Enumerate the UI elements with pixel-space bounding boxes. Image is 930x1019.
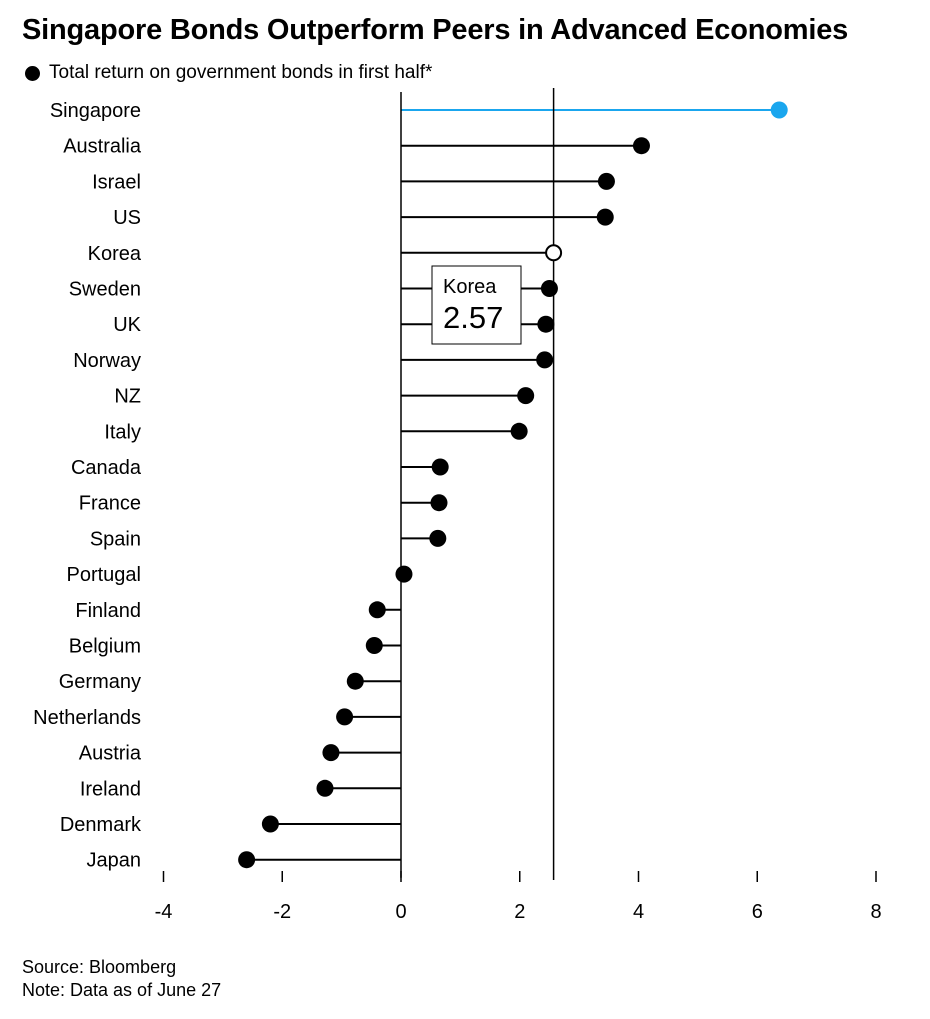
- point-france: [430, 494, 448, 512]
- category-label-norway: Norway: [73, 350, 141, 372]
- point-us: [596, 208, 614, 226]
- category-label-nz: NZ: [114, 386, 141, 408]
- chart-title: Singapore Bonds Outperform Peers in Adva…: [22, 14, 849, 46]
- reference-annotation-box: [431, 265, 522, 345]
- x-tick-label-0: 0: [395, 901, 406, 923]
- category-label-italy: Italy: [104, 421, 141, 443]
- point-portugal: [395, 565, 413, 583]
- point-uk: [537, 315, 555, 333]
- category-label-korea: Korea: [88, 243, 142, 265]
- legend-label: Total return on government bonds in firs…: [49, 62, 433, 83]
- source-text: Source: Bloomberg: [22, 957, 177, 977]
- category-label-us: US: [113, 207, 141, 229]
- point-canada: [431, 458, 449, 476]
- category-label-denmark: Denmark: [60, 814, 142, 836]
- reference-annotation-label: Korea: [443, 276, 497, 298]
- point-italy: [510, 422, 528, 440]
- category-label-japan: Japan: [87, 850, 142, 872]
- note-text: Note: Data as of June 27: [22, 980, 222, 1000]
- lollipop-chart: Singapore Australia Israel US Korea Sweden UK N…: [33, 88, 882, 923]
- x-tick-label-2: 2: [514, 901, 525, 923]
- category-label-sweden: Sweden: [69, 279, 141, 301]
- category-label-singapore: Singapore: [50, 100, 141, 122]
- point-singapore: [770, 101, 788, 119]
- point-japan: [238, 851, 256, 869]
- point-belgium: [365, 637, 383, 654]
- point-korea: [545, 244, 563, 262]
- point-australia: [632, 137, 650, 155]
- point-nz: [517, 387, 535, 405]
- category-label-ireland: Ireland: [80, 778, 141, 800]
- category-label-portugal: Portugal: [67, 564, 142, 586]
- reference-annotation-value: 2.57: [443, 300, 503, 335]
- point-sweden: [540, 280, 558, 297]
- legend: Total return on government bonds in firs…: [22, 62, 432, 84]
- category-label-belgium: Belgium: [69, 636, 141, 658]
- legend-dot-icon: [25, 65, 40, 81]
- category-label-germany: Germany: [59, 671, 141, 693]
- point-ireland: [316, 779, 334, 797]
- category-label-uk: UK: [113, 314, 141, 336]
- category-label-france: France: [79, 493, 141, 515]
- point-israel: [597, 172, 615, 190]
- point-norway: [536, 351, 554, 369]
- category-label-spain: Spain: [90, 528, 141, 550]
- x-tick-label-8: 8: [870, 901, 881, 923]
- footer: Source: Bloomberg Note: Data as of June …: [22, 956, 221, 1002]
- category-label-canada: Canada: [71, 457, 142, 479]
- point-germany: [346, 672, 364, 690]
- category-label-israel: Israel: [92, 171, 141, 193]
- x-tick-label-4: 4: [633, 901, 644, 923]
- point-austria: [322, 744, 340, 762]
- category-label-netherlands: Netherlands: [33, 707, 141, 729]
- x-tick-label--4: -4: [155, 901, 173, 923]
- category-label-finland: Finland: [75, 600, 141, 622]
- point-finland: [368, 601, 386, 619]
- point-spain: [429, 529, 447, 547]
- point-netherlands: [336, 708, 354, 726]
- category-label-austria: Austria: [79, 743, 142, 765]
- x-tick-label-6: 6: [752, 901, 763, 923]
- point-denmark: [261, 815, 279, 833]
- x-tick-label--2: -2: [273, 901, 291, 923]
- category-label-australia: Australia: [63, 136, 142, 158]
